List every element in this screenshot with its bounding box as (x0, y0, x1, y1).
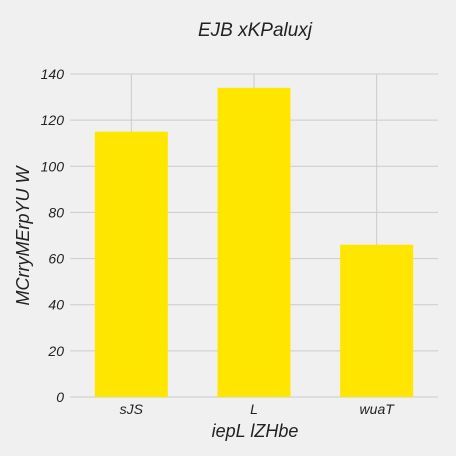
y-tick-label: 20 (47, 343, 64, 359)
bar-wuaT (340, 244, 414, 397)
bar-series (94, 87, 414, 397)
y-tick-label: 100 (41, 158, 65, 174)
y-tick-label: 60 (48, 251, 64, 267)
x-tick-label: sJS (120, 401, 144, 417)
bar-sJS (94, 131, 168, 397)
y-tick-label: 80 (48, 204, 64, 220)
y-axis-label: MCrryMErpYU W (13, 165, 33, 306)
y-tick-label: 0 (56, 389, 64, 405)
y-tick-label: 40 (48, 297, 64, 313)
x-tick-label: wuaT (360, 401, 396, 417)
y-tick-label: 140 (41, 66, 65, 82)
x-axis-label: iepL lZHbe (212, 421, 299, 441)
chart-title: EJB xKPaluxj (198, 20, 313, 41)
y-tick-labels: 0 20 40 60 80 100 120 140 (41, 66, 65, 405)
bar-L (217, 87, 291, 397)
y-tick-label: 120 (41, 112, 65, 128)
x-tick-label: L (250, 401, 258, 417)
